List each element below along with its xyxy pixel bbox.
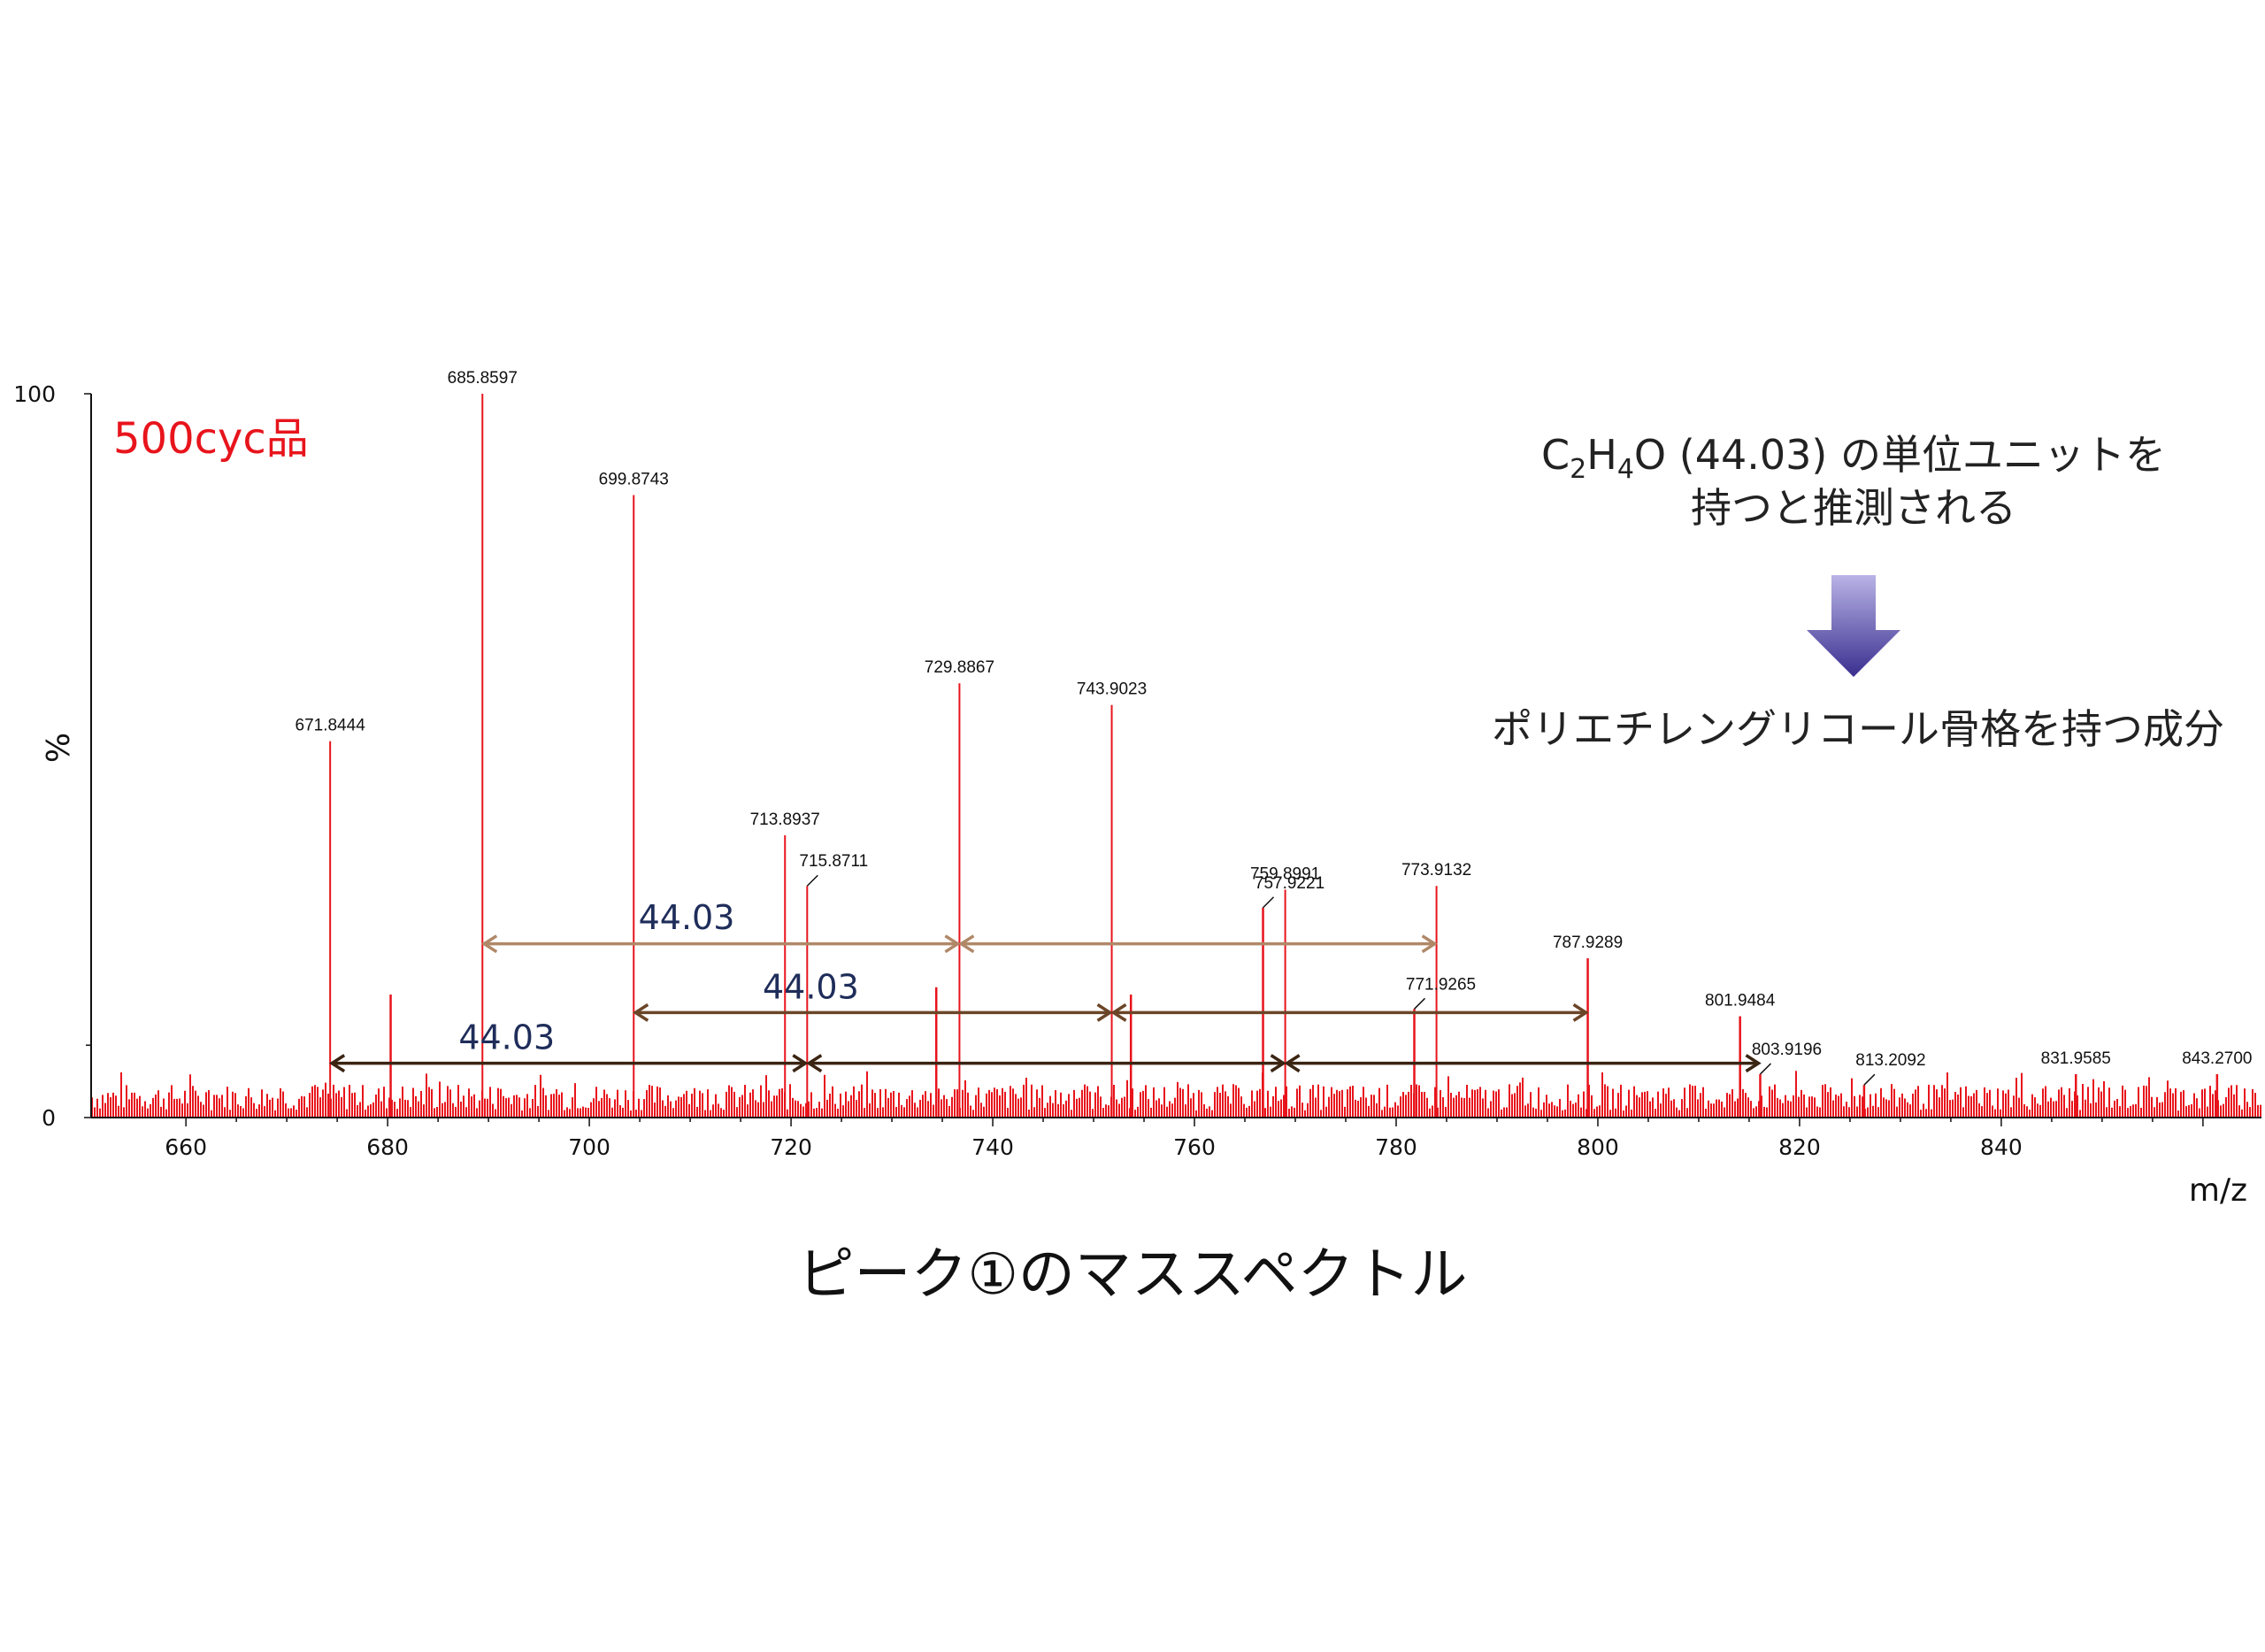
interval-arrow-0 [481,934,961,954]
interval-arrow-5 [806,1054,1286,1073]
formula-sub-4: 4 [1617,454,1634,485]
sample-label: 500cyc品 [113,414,309,464]
peak-labels: 671.8444 685.8597 699.8743 713.8937 715.8711… [296,369,2252,1086]
peak-label-10: 757.9221 [1255,874,1324,893]
y-tick-label-100: 100 [13,381,56,407]
x-tick-label-720: 720 [770,1134,812,1160]
x-tick-label-840: 840 [1980,1134,2023,1160]
peak-label-8: 743.9023 [1077,680,1147,699]
x-axis-ticks: 660 680 700 720 740 760 780 800 820 840 [165,1118,2204,1160]
peak-leader-16 [1759,1063,1772,1075]
formula-h: H [1586,431,1617,479]
peak-label-19: 843.2700 [2182,1049,2252,1068]
peak-label-7: 729.8867 [925,658,994,677]
peak-label-4: 713.8937 [750,811,820,829]
peak-label-0: 671.8444 [296,717,366,735]
x-axis-label: m/z [2189,1172,2247,1209]
y-tick-label-0: 0 [42,1105,56,1131]
x-tick-label-800: 800 [1577,1134,1619,1160]
interval-arrows: 44.03 44.03 [328,934,1762,1073]
peak-leader-12 [1413,997,1426,1010]
interval-arrow-2 [633,1003,1113,1022]
x-tick-label-760: 760 [1173,1134,1216,1160]
interval-arrow-3 [1110,1003,1589,1022]
interval-arrow-6 [1284,1054,1762,1073]
interval-label-4: 44.03 [458,1018,555,1057]
baseline-noise [91,1071,2261,1118]
peak-label-11: 759.8991 [1250,864,1320,883]
x-tick-label-660: 660 [165,1134,207,1160]
peak-label-2: 685.8597 [448,369,518,388]
down-arrow-icon [1807,575,1900,677]
peak-label-17: 813.2092 [1855,1051,1925,1070]
peak-leader-10 [1262,896,1275,909]
peak-label-18: 831.9585 [2041,1049,2111,1068]
interval-arrow-1 [958,934,1438,954]
peak-label-14: 787.9289 [1553,934,1623,952]
interval-label-2: 44.03 [763,967,859,1006]
formula-sub-2: 2 [1570,454,1586,485]
peak-leader-17 [1863,1073,1876,1086]
peak-label-13: 773.9132 [1401,861,1471,880]
peak-label-5: 715.8711 [799,852,868,871]
interval-arrow-4 [328,1054,809,1073]
x-tick-label-700: 700 [568,1134,610,1160]
peak-label-16: 803.9196 [1752,1041,1822,1059]
peak-label-15: 801.9484 [1705,991,1776,1010]
formula-rest: O (44.03) の単位ユニットを [1634,431,2166,479]
figure-caption: ピーク①のマススペクトル [798,1242,1468,1308]
unit-note-line2: 持つと推測される [1691,484,2016,532]
formula-c: C [1541,431,1570,479]
peak-leader-5 [806,874,818,887]
y-axis-ticks: 0 100 [13,381,91,1131]
y-axis-label: % [41,733,77,763]
peak-label-3: 699.8743 [599,471,669,489]
x-tick-label-780: 780 [1375,1134,1417,1160]
unit-note-line1: C2H4O (44.03) の単位ユニットを [1541,431,2166,485]
x-tick-label-680: 680 [366,1134,409,1160]
x-tick-label-820: 820 [1778,1134,1821,1160]
conclusion-text: ポリエチレングリコール骨格を持つ成分 [1492,705,2224,753]
x-tick-label-740: 740 [971,1134,1014,1160]
interval-label-top: 44.03 [639,898,735,937]
peak-label-12: 771.9265 [1406,975,1476,994]
